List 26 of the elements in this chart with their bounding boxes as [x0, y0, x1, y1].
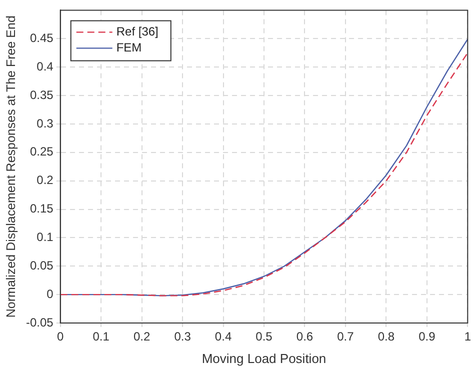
- y-tick-label: 0.15: [30, 202, 54, 216]
- y-axis-title: Normalized Displacement Responses at The Free End: [4, 16, 18, 318]
- x-tick-label: 0.8: [378, 330, 395, 344]
- x-tick-label: 0.3: [174, 330, 192, 344]
- x-tick-label: 0: [57, 330, 64, 344]
- legend-label: FEM: [116, 40, 142, 55]
- legend-label: Ref [36]: [116, 24, 158, 39]
- x-tick-label: 0.5: [256, 330, 273, 344]
- x-tick-label: 0.1: [92, 330, 110, 344]
- y-tick-label: 0.2: [36, 173, 54, 188]
- y-tick-label: 0.05: [30, 258, 54, 272]
- y-tick-label: 0.4: [36, 59, 54, 74]
- y-tick-label: 0: [46, 286, 54, 301]
- x-tick-label: 1: [464, 330, 472, 344]
- y-tick-label: 0.35: [30, 88, 54, 102]
- x-axis-title: Moving Load Position: [202, 350, 326, 366]
- x-tick-label: 0.9: [418, 330, 436, 344]
- y-tick-label: 0.45: [30, 30, 54, 45]
- x-tick-label: 0.7: [337, 330, 354, 344]
- y-tick-label: 0.3: [36, 116, 54, 130]
- y-tick-label: -0.05: [26, 315, 54, 330]
- x-tick-label: 0.4: [214, 330, 232, 344]
- x-tick-label: 0.6: [296, 330, 314, 344]
- x-tick-label: 0.2: [133, 330, 150, 344]
- y-tick-label: 0.25: [30, 144, 54, 159]
- y-tick-label: 0.1: [36, 230, 54, 244]
